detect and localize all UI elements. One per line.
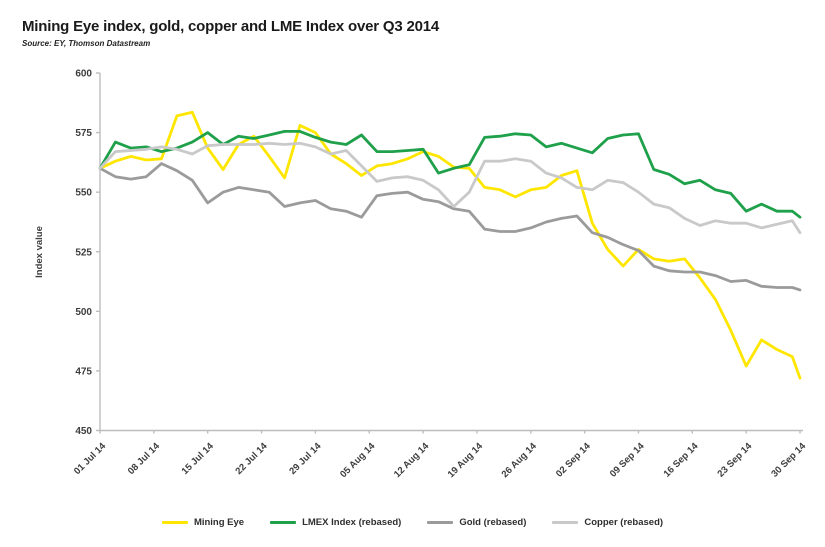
chart-plot-area: 450 475 500 525 550 575 600 01 Jul 14 08 Jul 14 1… bbox=[72, 69, 809, 481]
y-tick-label: 575 bbox=[75, 128, 92, 139]
legend-swatch-copper-rebased- bbox=[552, 521, 579, 524]
chart-legend: Mining Eye LMEX Index (rebased) Gold (reba… bbox=[0, 517, 825, 528]
y-tick-label: 525 bbox=[75, 247, 92, 258]
y-tick-label: 600 bbox=[75, 69, 92, 80]
legend-item-lmex-index-rebased-: LMEX Index (rebased) bbox=[270, 517, 401, 528]
x-tick-label: 02 Sep 14 bbox=[554, 440, 593, 479]
legend-label-copper-rebased-: Copper (rebased) bbox=[584, 517, 664, 528]
series-line-lmex-index-rebased- bbox=[98, 129, 802, 219]
series-line-mining-eye bbox=[98, 110, 802, 380]
x-tick-label: 23 Sep 14 bbox=[715, 440, 754, 479]
legend-swatch-lmex-index-rebased- bbox=[270, 521, 297, 524]
legend-label-mining-eye: Mining Eye bbox=[193, 517, 245, 528]
y-tick-label: 550 bbox=[75, 188, 92, 199]
y-tick-label: 450 bbox=[75, 426, 92, 437]
legend-item-mining-eye: Mining Eye bbox=[161, 517, 245, 528]
chart-title: Mining Eye index, gold, copper and LME I… bbox=[22, 18, 440, 35]
x-tick-label: 26 Aug 14 bbox=[500, 440, 540, 480]
x-tick-label: 08 Jul 14 bbox=[126, 440, 163, 477]
y-tick-label: 500 bbox=[75, 307, 92, 318]
series-line-gold-rebased- bbox=[98, 162, 802, 292]
x-tick-label: 05 Aug 14 bbox=[338, 440, 378, 480]
x-tick-label: 15 Jul 14 bbox=[180, 440, 217, 477]
y-axis-title: Index value bbox=[34, 226, 45, 278]
x-tick-label: 12 Aug 14 bbox=[392, 440, 432, 480]
legend-label-lmex-index-rebased-: LMEX Index (rebased) bbox=[302, 517, 402, 528]
source-note: Source: EY, Thomson Datastream bbox=[22, 39, 151, 48]
x-tick-label: 01 Jul 14 bbox=[72, 440, 109, 477]
x-tick-label: 29 Jul 14 bbox=[287, 440, 324, 477]
legend-swatch-gold-rebased- bbox=[427, 521, 454, 524]
line-chart: Index value 450 475 500 525 550 575 600 01 Jul … bbox=[34, 69, 809, 481]
legend-swatch-mining-eye bbox=[161, 521, 188, 524]
series-line-copper-rebased- bbox=[98, 141, 802, 235]
y-tick-label: 475 bbox=[75, 366, 92, 377]
legend-item-gold-rebased-: Gold (rebased) bbox=[427, 517, 526, 528]
x-tick-label: 09 Sep 14 bbox=[608, 440, 647, 479]
legend-item-copper-rebased-: Copper (rebased) bbox=[552, 517, 663, 528]
x-tick-label: 16 Sep 14 bbox=[662, 440, 701, 479]
legend-label-gold-rebased-: Gold (rebased) bbox=[459, 517, 527, 528]
x-tick-label: 22 Jul 14 bbox=[233, 440, 270, 477]
x-tick-label: 19 Aug 14 bbox=[446, 440, 486, 480]
x-tick-label: 30 Sep 14 bbox=[769, 440, 808, 479]
